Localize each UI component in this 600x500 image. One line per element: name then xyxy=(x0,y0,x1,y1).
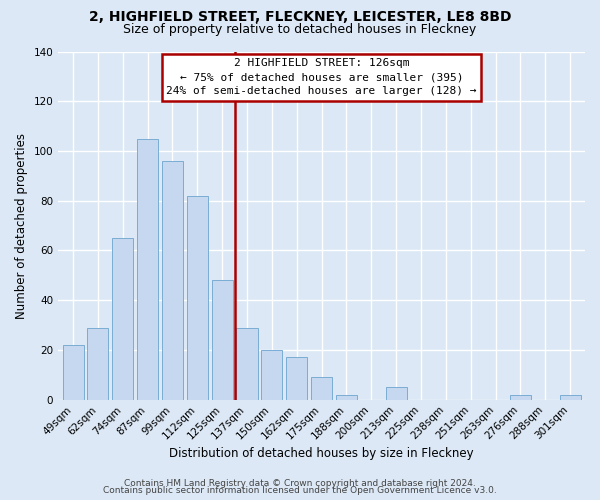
Y-axis label: Number of detached properties: Number of detached properties xyxy=(15,132,28,318)
Bar xyxy=(88,328,109,400)
Text: 2, HIGHFIELD STREET, FLECKNEY, LEICESTER, LE8 8BD: 2, HIGHFIELD STREET, FLECKNEY, LEICESTER… xyxy=(89,10,511,24)
Text: Contains HM Land Registry data © Crown copyright and database right 2024.: Contains HM Land Registry data © Crown c… xyxy=(124,478,476,488)
Bar xyxy=(386,388,407,400)
Bar xyxy=(311,378,332,400)
Bar xyxy=(112,238,133,400)
Bar xyxy=(236,328,257,400)
Bar xyxy=(336,395,357,400)
Text: Contains public sector information licensed under the Open Government Licence v3: Contains public sector information licen… xyxy=(103,486,497,495)
Text: Size of property relative to detached houses in Fleckney: Size of property relative to detached ho… xyxy=(124,22,476,36)
Bar xyxy=(162,161,183,400)
Bar xyxy=(560,395,581,400)
Bar xyxy=(62,345,83,400)
Text: 2 HIGHFIELD STREET: 126sqm
← 75% of detached houses are smaller (395)
24% of sem: 2 HIGHFIELD STREET: 126sqm ← 75% of deta… xyxy=(166,58,477,96)
Bar xyxy=(262,350,283,400)
Bar xyxy=(187,196,208,400)
Bar xyxy=(137,138,158,400)
Bar xyxy=(212,280,233,400)
X-axis label: Distribution of detached houses by size in Fleckney: Distribution of detached houses by size … xyxy=(169,447,474,460)
Bar xyxy=(286,358,307,400)
Bar xyxy=(510,395,531,400)
